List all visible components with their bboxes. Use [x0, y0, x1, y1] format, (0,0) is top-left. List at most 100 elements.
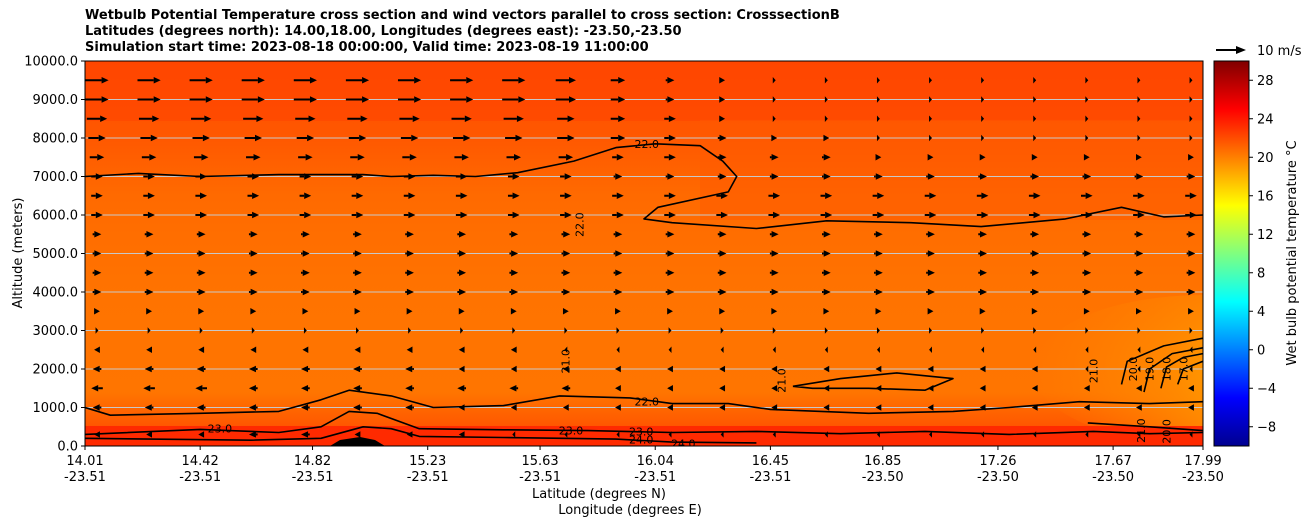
- wind-vector: [927, 308, 934, 315]
- wind-vector: [768, 192, 781, 199]
- wind-vector: [929, 77, 932, 84]
- wind-vector: [192, 134, 210, 142]
- wind-vector: [450, 96, 474, 103]
- wind-vector: [926, 288, 935, 296]
- wind-vector: [189, 77, 213, 84]
- wind-vector: [92, 404, 102, 411]
- wind-vector: [1189, 115, 1193, 122]
- contour-line-17: [1176, 360, 1203, 385]
- wind-vector: [189, 96, 213, 103]
- wind-vector: [824, 115, 828, 122]
- wind-vector: [772, 327, 776, 334]
- wind-vector: [1030, 269, 1040, 276]
- wind-vector: [144, 269, 154, 276]
- wind-vector: [929, 346, 932, 353]
- wind-vector: [403, 211, 416, 219]
- wind-vector: [769, 173, 779, 180]
- wind-vector: [301, 431, 310, 438]
- wind-vector: [405, 288, 414, 296]
- wind-vector: [668, 431, 672, 438]
- wind-vector: [978, 250, 987, 257]
- x-tick-label-lon: -23.51: [407, 470, 449, 485]
- wind-vector: [350, 154, 365, 161]
- wind-vector: [610, 77, 626, 84]
- wind-vector: [301, 231, 310, 238]
- wind-vector: [561, 231, 571, 238]
- grid-layer: [85, 61, 1203, 446]
- contour-label: 21.0: [776, 368, 789, 393]
- wind-vector: [924, 211, 937, 219]
- wind-vector: [356, 327, 359, 334]
- wind-vector: [929, 115, 932, 122]
- wind-vector: [250, 308, 257, 315]
- wind-vector: [821, 288, 831, 296]
- wind-vector: [872, 192, 885, 199]
- wind-vector: [564, 327, 568, 334]
- contour-label: 21.0: [1135, 418, 1148, 443]
- wind-vector: [1031, 154, 1038, 161]
- wind-vector: [929, 134, 932, 142]
- wind-vector: [1083, 154, 1090, 161]
- x-tick-label-lat: 16.04: [637, 454, 674, 469]
- wind-vector: [455, 173, 468, 180]
- wind-vector: [147, 327, 151, 334]
- wind-vector: [243, 115, 264, 122]
- colorbar-tick-label: −4: [1257, 382, 1276, 397]
- wind-vector: [876, 134, 880, 142]
- wind-vector: [510, 308, 517, 315]
- wind-vector: [979, 365, 986, 373]
- wind-vector: [458, 404, 465, 411]
- wind-vector: [345, 77, 370, 84]
- contour-label: 22.0: [573, 212, 586, 237]
- colorbar-tick-label: 28: [1257, 74, 1274, 89]
- x-tick-label-lat: 17.99: [1184, 454, 1221, 469]
- contour-label: 24.0: [671, 437, 696, 450]
- wind-vector: [667, 385, 673, 392]
- wind-vector: [512, 431, 516, 438]
- wind-vector: [560, 192, 572, 199]
- colorbar: [1213, 60, 1250, 447]
- x-tick-label-lon: -23.51: [634, 470, 676, 485]
- colorbar-tick-label: 4: [1257, 305, 1265, 320]
- wind-vector: [981, 134, 985, 142]
- wind-vector: [615, 365, 621, 373]
- contour-label: 21.0: [1087, 359, 1100, 384]
- x-tick-label-lat: 16.85: [864, 454, 901, 469]
- wind-vector: [1137, 431, 1141, 438]
- wind-vector: [772, 431, 776, 438]
- wind-vector: [248, 385, 258, 392]
- wind-vector: [613, 173, 623, 180]
- wind-vector: [301, 385, 310, 392]
- wind-vector: [505, 134, 523, 142]
- wind-vector: [874, 173, 883, 180]
- wind-vector: [612, 192, 624, 199]
- wind-vector: [1188, 308, 1194, 315]
- wind-vector: [820, 192, 833, 199]
- x-tick-label-lat: 14.82: [294, 454, 331, 469]
- wind-vector: [665, 250, 675, 257]
- wind-vector: [251, 327, 255, 334]
- wind-vector: [146, 346, 152, 353]
- wind-vector: [823, 365, 830, 373]
- colorbar-ticks: −8 −4 0 4 8 12 16 20 24 28: [1249, 74, 1276, 435]
- plot-area: 22.0 22.0 21.0 21.0 21.0 20.0 19.0 18.0 17.0 22.0…: [85, 61, 1203, 450]
- contour-label-layer: 22.0 22.0 21.0 21.0 21.0 20.0 19.0 18.0 17.0 22.0…: [208, 138, 1191, 450]
- wind-vector: [351, 211, 364, 219]
- wind-vector: [1188, 404, 1194, 411]
- wind-vector: [450, 77, 474, 84]
- wind-vector: [560, 173, 572, 180]
- wind-vector: [1186, 269, 1196, 276]
- wind-vector: [772, 346, 776, 353]
- wind-vector: [719, 96, 726, 103]
- x-tick-label-lat: 16.45: [752, 454, 789, 469]
- wind-vector: [768, 211, 781, 219]
- wind-vector: [196, 404, 206, 411]
- wind-vector: [979, 404, 986, 411]
- wind-vector: [872, 211, 885, 219]
- wind-vector: [140, 134, 158, 142]
- wind-vector: [1083, 308, 1090, 315]
- wind-vector: [1186, 231, 1196, 238]
- wind-vector: [1137, 134, 1141, 142]
- quiver-key: 10 m/s: [1216, 44, 1302, 59]
- wind-vector: [1031, 365, 1038, 373]
